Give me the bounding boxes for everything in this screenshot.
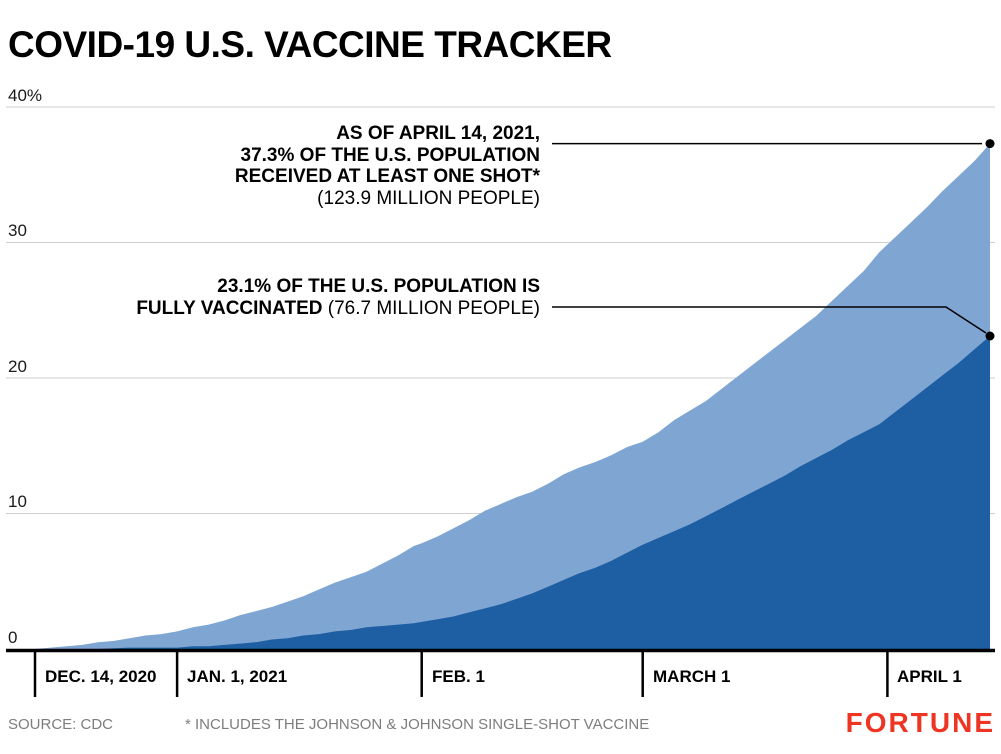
annotation-one-shot-line2: 37.3% OF THE U.S. POPULATION [240, 144, 540, 166]
x-axis-label-dec14: DEC. 14, 2020 [45, 667, 157, 686]
x-axis-label-mar1: MARCH 1 [653, 667, 731, 686]
annotation-one-shot-line4: (123.9 MILLION PEOPLE) [317, 187, 540, 209]
annotation-one-shot: AS OF APRIL 14, 2021, 37.3% OF THE U.S. … [235, 123, 540, 209]
endpoint-dot-one-shot [985, 139, 995, 149]
y-axis-label-40: 40% [8, 86, 43, 105]
x-axis-label-apr1: APRIL 1 [897, 667, 962, 686]
annotation-fully-vaccinated-bold: FULLY VACCINATED [136, 297, 323, 319]
endpoint-dot-fully-vaccinated [985, 331, 995, 341]
y-axis-label-30: 30 [8, 221, 27, 240]
fortune-logo: FORTUNE [845, 707, 995, 738]
annotation-fully-vaccinated: 23.1% OF THE U.S. POPULATION IS FULLY VA… [136, 276, 540, 319]
page-title: COVID-19 U.S. VACCINE TRACKER [8, 24, 612, 65]
area-fully-vaccinated [35, 336, 990, 649]
annotation-one-shot-line3: RECEIVED AT LEAST ONE SHOT* [234, 166, 540, 187]
annotation-fully-vaccinated-line2: FULLY VACCINATED (76.7 MILLION PEOPLE) [136, 298, 540, 320]
y-axis-label-20: 20 [8, 357, 27, 376]
x-axis-label-jan1: JAN. 1, 2021 [187, 667, 288, 686]
annotation-fully-vaccinated-line1: 23.1% OF THE U.S. POPULATION IS [217, 276, 540, 297]
y-axis-label-0: 0 [8, 628, 18, 647]
annotation-fully-vaccinated-regular: (76.7 MILLION PEOPLE) [322, 297, 540, 319]
footnote-jj-vaccine: * INCLUDES THE JOHNSON & JOHNSON SINGLE-… [185, 716, 650, 733]
y-axis-label-10: 10 [8, 492, 27, 511]
x-axis-label-feb1: FEB. 1 [432, 667, 485, 686]
connector-fully-vaccinated [552, 306, 987, 334]
source-credit: SOURCE: CDC [8, 716, 114, 733]
annotation-one-shot-line1: AS OF APRIL 14, 2021, [336, 123, 540, 144]
